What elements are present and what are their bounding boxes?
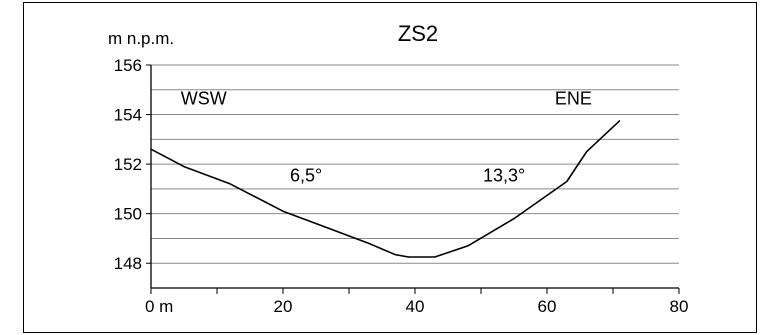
profile-point: [566, 180, 568, 183]
x-tick-label: 20: [274, 297, 293, 316]
profile-point: [150, 148, 152, 150]
annotation-label: 13,3°: [483, 165, 525, 185]
y-tick-label: 150: [114, 205, 142, 224]
tick-labels: 148 150 152 154 156 0 m 20 40 60 80: [114, 56, 689, 316]
profile-point: [368, 242, 370, 244]
y-axis-label: m n.p.m.: [108, 29, 174, 48]
y-tick-label: 156: [114, 56, 142, 75]
annotations: WSW ENE 6,5° 13,3°: [181, 89, 592, 186]
profile-point: [282, 210, 284, 212]
x-tick-label: 0 m: [145, 297, 173, 316]
chart-title: ZS2: [398, 21, 438, 46]
chart-frame: 148 150 152 154 156 0 m 20 40 60 80 WSW ENE 6,5° 13,…: [23, 2, 757, 333]
axes: [146, 64, 680, 294]
profile-point: [586, 151, 588, 153]
y-tick-label: 152: [114, 155, 142, 174]
profile-point: [434, 256, 436, 258]
grid-lines: [151, 64, 679, 264]
annotation-label: ENE: [555, 89, 592, 109]
annotation-label: WSW: [181, 89, 227, 109]
x-tick-label: 60: [538, 297, 557, 316]
profile-point: [229, 183, 231, 185]
y-tick-label: 148: [114, 254, 142, 273]
profile-point: [513, 218, 515, 220]
y-tick-label: 154: [114, 106, 142, 125]
profile-point: [407, 256, 409, 258]
profile-point: [467, 245, 469, 247]
profile-point: [394, 253, 396, 256]
profile-point: [619, 120, 621, 122]
profile-point: [328, 227, 330, 230]
profile-line: [150, 120, 621, 258]
x-tick-label: 80: [670, 297, 689, 316]
series-group: [150, 120, 621, 258]
annotation-label: 6,5°: [290, 165, 322, 185]
x-tick-label: 40: [406, 297, 425, 316]
profile-chart: 148 150 152 154 156 0 m 20 40 60 80 WSW ENE 6,5° 13,…: [108, 21, 689, 316]
profile-point: [183, 165, 185, 168]
